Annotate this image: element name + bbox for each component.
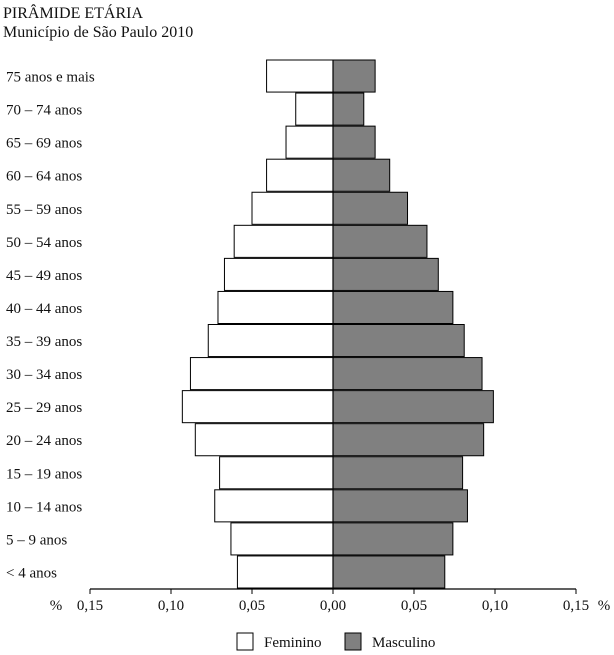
chart-subtitle: Município de São Paulo 2010 xyxy=(3,24,194,41)
bar-feminino xyxy=(266,59,334,93)
category-label: 30 – 34 anos xyxy=(6,367,82,383)
bar-feminino xyxy=(217,290,334,324)
category-label: 5 – 9 anos xyxy=(6,532,67,548)
bar-masculino xyxy=(332,224,428,258)
bar-masculino xyxy=(332,92,365,126)
category-label: 70 – 74 anos xyxy=(6,103,82,119)
category-label: < 4 anos xyxy=(6,565,57,581)
bar-feminino xyxy=(230,522,334,556)
unit-label-left: % xyxy=(50,598,63,614)
bar-feminino xyxy=(233,224,334,258)
category-label: 45 – 49 anos xyxy=(6,268,82,284)
x-tick-label: 0,00 xyxy=(320,598,346,614)
bar-feminino xyxy=(181,390,334,424)
bar-feminino xyxy=(219,456,334,490)
category-label: 20 – 24 anos xyxy=(6,433,82,449)
bar-masculino xyxy=(332,489,468,523)
category-label: 75 anos e mais xyxy=(6,70,95,86)
bar-masculino xyxy=(332,257,439,291)
bar-feminino xyxy=(207,324,334,358)
bar-masculino xyxy=(332,125,376,159)
x-tick-label: 0,15 xyxy=(77,598,103,614)
bar-feminino xyxy=(214,489,334,523)
legend-label-feminino: Feminino xyxy=(264,635,322,651)
category-label: 55 – 59 anos xyxy=(6,202,82,218)
category-label: 40 – 44 anos xyxy=(6,301,82,317)
bar-masculino xyxy=(332,158,391,192)
x-tick-label: 0,05 xyxy=(401,598,427,614)
bar-masculino xyxy=(332,390,494,424)
category-label: 50 – 54 anos xyxy=(6,235,82,251)
bar-feminino xyxy=(251,191,334,225)
x-tick-label: 0,10 xyxy=(158,598,184,614)
category-label: 25 – 29 anos xyxy=(6,400,82,416)
unit-label-right: % xyxy=(598,598,611,614)
bar-feminino xyxy=(266,158,334,192)
legend-label-masculino: Masculino xyxy=(372,635,435,651)
bar-masculino xyxy=(332,290,454,324)
bar-masculino xyxy=(332,456,464,490)
bar-masculino xyxy=(332,324,465,358)
bar-feminino xyxy=(223,257,334,291)
bar-masculino xyxy=(332,423,485,457)
category-label: 10 – 14 anos xyxy=(6,499,82,515)
bar-feminino xyxy=(189,357,334,391)
bar-masculino xyxy=(332,522,454,556)
legend-swatch-masculino xyxy=(344,632,362,651)
x-tick-label: 0,10 xyxy=(482,598,508,614)
x-tick-label: 0,05 xyxy=(239,598,265,614)
category-label: 65 – 69 anos xyxy=(6,136,82,152)
legend-swatch-feminino xyxy=(236,632,254,651)
x-tick-label: 0,15 xyxy=(563,598,589,614)
bar-feminino xyxy=(194,423,334,457)
bar-masculino xyxy=(332,59,376,93)
chart-title: PIRÂMIDE ETÁRIA xyxy=(3,5,143,22)
bar-masculino xyxy=(332,191,409,225)
bar-masculino xyxy=(332,555,446,589)
bar-feminino xyxy=(295,92,334,126)
category-label: 35 – 39 anos xyxy=(6,334,82,350)
bar-feminino xyxy=(236,555,334,589)
category-label: 15 – 19 anos xyxy=(6,466,82,482)
bar-masculino xyxy=(332,357,483,391)
bar-feminino xyxy=(285,125,334,159)
category-label: 60 – 64 anos xyxy=(6,169,82,185)
